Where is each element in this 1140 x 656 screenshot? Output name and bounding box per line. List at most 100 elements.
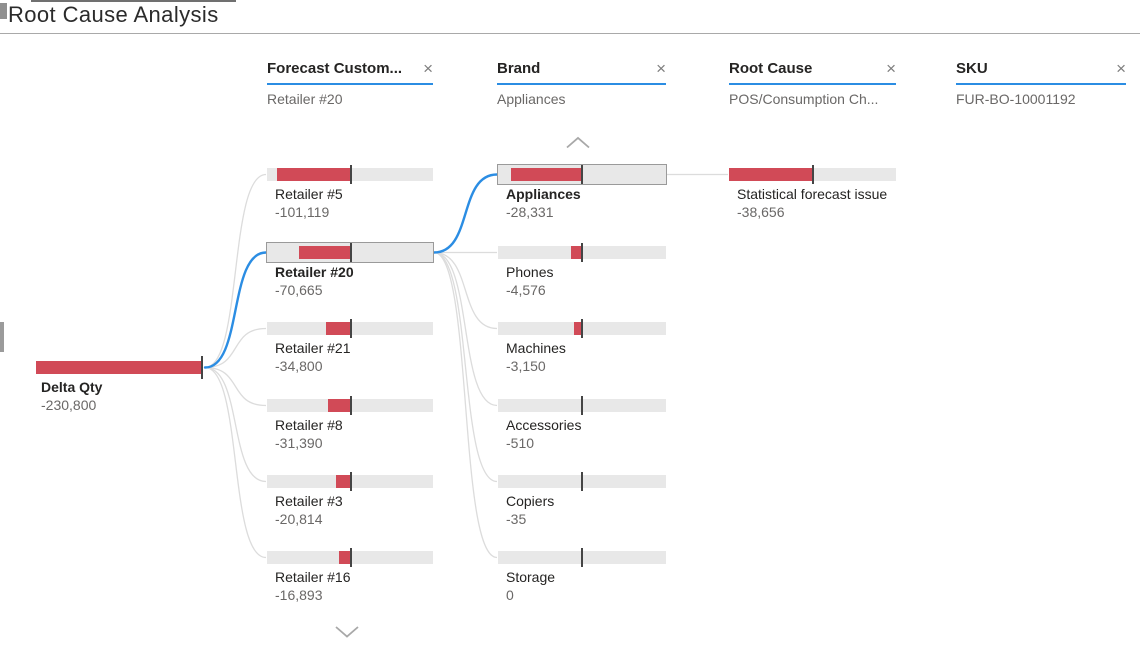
level-underline <box>729 83 896 85</box>
node-label: Copiers <box>506 493 555 509</box>
node-label: Storage <box>506 569 556 585</box>
node-value: 0 <box>506 587 514 603</box>
node-bar-tick <box>581 243 583 262</box>
node-label: Machines <box>506 340 566 356</box>
connector-line <box>204 327 267 369</box>
top-edge-line <box>31 0 236 2</box>
level-header-row: Root Cause × <box>729 58 896 79</box>
node-bar-tick <box>350 548 352 567</box>
tree-node-retailer-16[interactable]: Retailer #16 -16,893 <box>267 548 433 610</box>
connector-line <box>433 251 498 407</box>
connector-line <box>204 366 267 407</box>
tree-node-appliances[interactable]: Appliances -28,331 <box>497 164 667 227</box>
node-value: -101,119 <box>275 204 330 220</box>
connector-line <box>433 251 498 330</box>
node-value: -70,665 <box>275 282 323 298</box>
node-value: -3,150 <box>506 358 546 374</box>
visual-title: Root Cause Analysis <box>8 2 219 27</box>
vertical-scrollbar-thumb[interactable] <box>0 322 4 352</box>
node-label: Retailer #8 <box>275 417 343 433</box>
node-bar-negative <box>326 322 351 335</box>
node-label: Retailer #5 <box>275 186 343 202</box>
node-bar-tick <box>350 319 352 338</box>
close-icon[interactable]: × <box>656 59 666 78</box>
node-bar-tick <box>581 396 583 415</box>
connector-line <box>204 366 267 559</box>
close-icon[interactable]: × <box>423 59 433 78</box>
node-bar-negative <box>571 246 582 259</box>
node-label: Appliances <box>506 186 581 202</box>
tree-node-copiers[interactable]: Copiers -35 <box>498 472 666 534</box>
close-icon[interactable]: × <box>1116 59 1126 78</box>
node-value: -31,390 <box>275 435 323 451</box>
connector-line <box>204 366 267 483</box>
connector-line <box>433 251 498 559</box>
node-bar-tick <box>581 548 583 567</box>
node-bar-tick <box>581 472 583 491</box>
node-value: -4,576 <box>506 282 546 298</box>
node-bar-negative <box>574 322 582 335</box>
node-label: Retailer #3 <box>275 493 343 509</box>
level-header-row: SKU × <box>956 58 1126 79</box>
tree-node-statistical-forecast-issue[interactable]: Statistical forecast issue -38,656 <box>729 165 896 227</box>
node-bar-tick <box>581 165 583 184</box>
level-header-root-cause: Root Cause × POS/Consumption Ch... <box>729 58 896 107</box>
tree-node-delta-qty[interactable]: Delta Qty -230,800 <box>36 356 203 420</box>
title-divider <box>0 33 1140 34</box>
node-value: -34,800 <box>275 358 323 374</box>
node-bar-negative <box>511 168 582 181</box>
level-underline <box>956 83 1126 85</box>
level-header-row: Brand × <box>497 58 666 79</box>
node-bar-negative <box>299 246 351 259</box>
tree-node-storage[interactable]: Storage 0 <box>498 548 666 610</box>
level-underline <box>267 83 433 85</box>
node-bar-tick <box>201 356 203 379</box>
level-header-forecast-customer: Forecast Custom... × Retailer #20 <box>267 58 433 107</box>
node-label: Phones <box>506 264 554 280</box>
node-bar-tick <box>812 165 814 184</box>
node-bar-tick <box>350 396 352 415</box>
tree-node-retailer-20[interactable]: Retailer #20 -70,665 <box>266 242 434 305</box>
node-label: Statistical forecast issue <box>737 186 888 202</box>
node-label: Retailer #21 <box>275 340 351 356</box>
tree-node-retailer-5[interactable]: Retailer #5 -101,119 <box>267 165 433 227</box>
node-value: -230,800 <box>41 397 97 413</box>
tree-node-machines[interactable]: Machines -3,150 <box>498 319 666 381</box>
node-label: Delta Qty <box>41 379 103 395</box>
tree-node-phones[interactable]: Phones -4,576 <box>498 243 666 305</box>
chevron-down-icon[interactable] <box>333 623 361 640</box>
tree-node-retailer-8[interactable]: Retailer #8 -31,390 <box>267 396 433 458</box>
node-bar-tick <box>350 472 352 491</box>
node-bar-negative <box>729 168 813 181</box>
node-value: -38,656 <box>737 204 785 220</box>
node-value: -16,893 <box>275 587 323 603</box>
node-bar-negative <box>277 168 351 181</box>
tree-node-retailer-3[interactable]: Retailer #3 -20,814 <box>267 472 433 534</box>
connector-line <box>433 251 498 483</box>
connector-line <box>204 173 267 369</box>
selected-path-line <box>203 251 268 369</box>
level-header-row: Forecast Custom... × <box>267 58 433 79</box>
scrollbar-corner <box>0 3 7 19</box>
node-bar-tick <box>350 165 352 184</box>
level-header-brand: Brand × Appliances <box>497 58 666 107</box>
node-value: -510 <box>506 435 535 451</box>
node-value: -35 <box>506 511 527 527</box>
tree-node-retailer-21[interactable]: Retailer #21 -34,800 <box>267 319 433 381</box>
node-value: -28,331 <box>506 204 554 220</box>
node-bar-negative <box>336 475 351 488</box>
selected-path-line <box>432 173 499 254</box>
close-icon[interactable]: × <box>886 59 896 78</box>
node-bar-negative <box>328 399 351 412</box>
node-bar-negative <box>339 551 351 564</box>
node-bar-tick <box>581 319 583 338</box>
tree-node-accessories[interactable]: Accessories -510 <box>498 396 666 458</box>
node-label: Retailer #20 <box>275 264 354 280</box>
level-header-sku: SKU × FUR-BO-10001192 <box>956 58 1126 107</box>
level-underline <box>497 83 666 85</box>
node-bar-negative <box>36 361 202 374</box>
chevron-up-icon[interactable] <box>564 134 592 151</box>
node-label: Accessories <box>506 417 582 433</box>
